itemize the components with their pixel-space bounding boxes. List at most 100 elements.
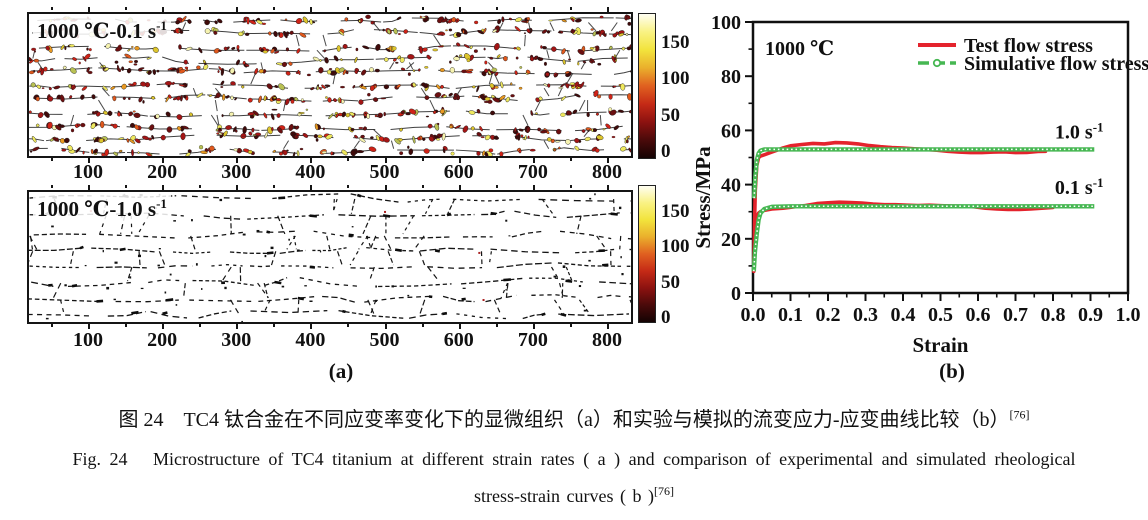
x-tick-mark xyxy=(88,7,90,12)
x-tick-mark xyxy=(125,158,128,161)
y-tick-label: 100 xyxy=(711,12,741,34)
colorbar-tick-label: 0 xyxy=(661,307,671,328)
x-tick-mark xyxy=(347,158,350,161)
colorbar-0.1s xyxy=(638,13,656,159)
x-tick-mark xyxy=(606,7,609,12)
x-tick-label: 400 xyxy=(295,161,326,183)
x-tick-mark xyxy=(236,7,239,12)
caption-english-line1: Fig. 24 Microstructure of TC4 titanium a… xyxy=(72,449,1076,469)
x-tick-mark xyxy=(606,324,609,329)
x-tick-mark xyxy=(569,185,572,188)
x-tick-mark xyxy=(236,324,239,329)
x-tick-mark xyxy=(458,185,461,190)
x-tick-label: 0.8 xyxy=(1041,304,1066,326)
micrograph-condition-label: 1000 ℃-1.0 s-1 xyxy=(33,192,171,221)
x-tick-mark xyxy=(347,185,350,188)
x-tick-mark xyxy=(310,185,313,190)
x-tick-mark xyxy=(273,324,276,327)
x-tick-mark xyxy=(384,324,387,329)
temperature-annotation: 1000 ℃ xyxy=(765,38,834,60)
x-tick-mark xyxy=(310,158,313,163)
x-tick-label: 0.6 xyxy=(966,304,991,326)
x-tick-label: 0.3 xyxy=(853,304,878,326)
caption-english-line2: stress-strain curves ( b )[76] xyxy=(474,484,674,506)
x-tick-label: 0.1 xyxy=(778,304,803,326)
x-tick-mark xyxy=(162,185,165,190)
reference-superscript: [76] xyxy=(653,484,674,498)
x-tick-mark xyxy=(88,158,90,163)
series-test xyxy=(752,140,1048,268)
y-tick-label: 40 xyxy=(721,175,741,197)
x-tick-mark xyxy=(236,185,239,190)
x-tick-mark xyxy=(347,7,350,10)
x-tick-label: 300 xyxy=(221,329,252,351)
x-tick-label: 500 xyxy=(369,329,400,351)
x-tick-label: 700 xyxy=(517,329,548,351)
x-tick-label: 200 xyxy=(147,161,178,183)
x-tick-mark xyxy=(50,158,53,161)
colorbar-tick-label: 150 xyxy=(661,31,690,53)
x-tick-mark xyxy=(162,7,165,12)
micrograph-condition-label: 1000 ℃-0.1 s-1 xyxy=(33,14,171,43)
x-tick-mark xyxy=(421,158,424,161)
x-tick-label: 600 xyxy=(443,161,474,183)
x-tick-mark xyxy=(236,158,239,163)
x-tick-mark xyxy=(125,185,128,188)
x-tick-mark xyxy=(310,324,313,329)
x-tick-mark xyxy=(495,158,498,161)
y-tick-label: 20 xyxy=(721,229,741,251)
x-tick-mark xyxy=(569,324,572,327)
x-tick-mark xyxy=(495,324,498,327)
x-tick-mark xyxy=(495,185,498,188)
x-tick-mark xyxy=(199,7,202,10)
x-tick-mark xyxy=(532,185,535,190)
x-tick-label: 0.4 xyxy=(891,304,916,326)
x-tick-mark xyxy=(458,324,461,329)
x-tick-mark xyxy=(532,324,535,329)
y-tick-label: 60 xyxy=(721,120,741,142)
x-tick-label: 0.5 xyxy=(928,304,953,326)
colorbar-tick-label: 100 xyxy=(661,68,690,90)
x-tick-mark xyxy=(50,7,53,10)
x-tick-mark xyxy=(569,158,572,161)
x-tick-mark xyxy=(458,158,461,163)
strain-rate-label: 1.0 s-1 xyxy=(1055,120,1104,144)
y-tick-label: 0 xyxy=(731,283,741,305)
x-tick-mark xyxy=(421,185,424,188)
micrograph-panel-0.1s: 1000 ℃-0.1 s-1 xyxy=(27,12,633,158)
colorbar-tick-label: 100 xyxy=(661,236,690,258)
x-tick-mark xyxy=(606,158,609,163)
series-simulative-beads xyxy=(753,205,1095,272)
x-tick-mark xyxy=(384,7,387,12)
x-tick-label: 300 xyxy=(221,161,252,183)
subfigure-label-a: (a) xyxy=(328,359,354,383)
legend-label-test: Test flow stress xyxy=(964,35,1093,57)
y-axis-label: Stress/MPa xyxy=(691,146,715,249)
x-tick-label: 800 xyxy=(591,161,622,183)
legend-marker-simulative xyxy=(932,58,942,68)
x-tick-label: 400 xyxy=(295,329,326,351)
x-tick-label: 0.7 xyxy=(1003,304,1028,326)
x-tick-mark xyxy=(310,7,313,12)
series-test xyxy=(752,200,1055,274)
colorbar-tick-label: 50 xyxy=(661,104,680,126)
x-tick-mark xyxy=(384,158,387,163)
x-tick-mark xyxy=(347,324,350,327)
x-axis-label: Strain xyxy=(912,333,968,357)
x-tick-label: 500 xyxy=(369,161,400,183)
x-tick-mark xyxy=(50,185,53,188)
x-tick-mark xyxy=(162,324,165,329)
x-tick-mark xyxy=(50,324,53,327)
x-tick-mark xyxy=(125,324,128,327)
x-tick-mark xyxy=(199,158,202,161)
x-tick-mark xyxy=(88,324,90,329)
series-simulative xyxy=(751,204,1095,272)
colorbar-tick-label: 0 xyxy=(661,141,671,162)
x-tick-label: 600 xyxy=(443,329,474,351)
y-tick-label: 80 xyxy=(721,66,741,88)
x-tick-mark xyxy=(273,7,276,10)
x-tick-mark xyxy=(532,7,535,12)
series-simulative xyxy=(751,147,1095,199)
x-tick-mark xyxy=(532,158,535,163)
